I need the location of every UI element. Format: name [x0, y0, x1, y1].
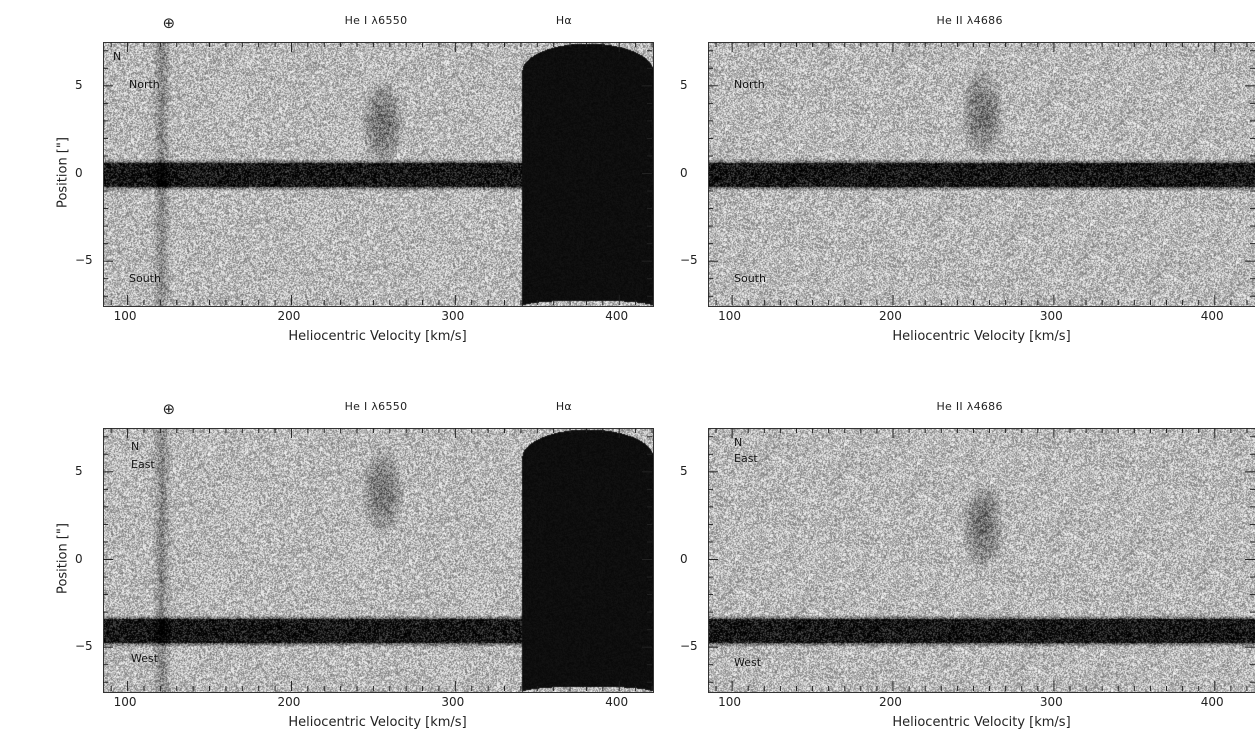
direction-annotation: North [734, 78, 765, 91]
x-tick-label: 400 [605, 695, 629, 709]
direction-annotation: N [113, 50, 122, 63]
spectrum-image [709, 429, 1255, 692]
axes-ticks [708, 428, 1255, 691]
x-tick-label: 300 [441, 695, 465, 709]
x-tick-label: 100 [718, 695, 742, 709]
y-tick-label: 5 [680, 77, 688, 92]
direction-annotation: East [734, 452, 758, 465]
x-axis-label: Heliocentric Velocity [km/s] [288, 715, 467, 730]
x-tick-label: 200 [879, 309, 902, 323]
plot-area [103, 42, 654, 307]
top-line-label: ⊕ [162, 14, 176, 32]
x-tick-label: 200 [277, 695, 301, 709]
x-tick-label: 100 [113, 309, 137, 323]
top-line-label: He II λ4686 [936, 14, 1003, 27]
y-tick-label: −5 [75, 639, 93, 654]
spectrum-image [104, 43, 653, 306]
top-line-label: He I λ6550 [344, 400, 408, 413]
spectrum-image [709, 43, 1255, 306]
top-line-label: He I λ6550 [344, 14, 408, 27]
axes-ticks [103, 42, 653, 305]
direction-annotation: North [129, 78, 160, 91]
x-tick-label: 400 [1200, 309, 1224, 323]
y-axis-label: Position ["] [55, 136, 71, 208]
y-axis-label: Position ["] [55, 522, 71, 594]
y-tick-label: 5 [75, 463, 83, 478]
direction-annotation: South [734, 272, 766, 285]
axes-ticks [103, 428, 653, 691]
x-tick-label: 200 [879, 695, 902, 709]
direction-annotation: West [131, 652, 159, 665]
x-tick-label: 400 [1200, 695, 1224, 709]
x-tick-label: 300 [441, 309, 465, 323]
spectrum-image [104, 429, 653, 692]
y-tick-label: 0 [680, 551, 688, 566]
direction-annotation: East [131, 458, 155, 471]
y-tick-label: 5 [680, 463, 688, 478]
y-tick-label: −5 [75, 253, 93, 268]
x-tick-label: 200 [277, 309, 301, 323]
y-tick-label: 0 [75, 551, 83, 566]
direction-annotation: South [129, 272, 161, 285]
x-axis-label: Heliocentric Velocity [km/s] [892, 329, 1071, 344]
y-tick-label: 5 [75, 77, 83, 92]
y-tick-label: 0 [75, 165, 83, 180]
x-tick-label: 100 [718, 309, 742, 323]
x-tick-label: 400 [605, 309, 629, 323]
x-axis-label: Heliocentric Velocity [km/s] [288, 329, 467, 344]
x-tick-label: 100 [113, 695, 137, 709]
y-tick-label: −5 [680, 253, 698, 268]
y-tick-label: −5 [680, 639, 698, 654]
top-line-label: He II λ4686 [936, 400, 1003, 413]
x-tick-label: 300 [1039, 309, 1063, 323]
plot-area [103, 428, 654, 693]
plot-area [708, 428, 1255, 693]
axes-ticks [708, 42, 1255, 305]
plot-area [708, 42, 1255, 307]
top-line-label: Hα [555, 400, 572, 413]
top-line-label: ⊕ [162, 400, 176, 418]
direction-annotation: N [131, 440, 140, 453]
top-line-label: Hα [555, 14, 572, 27]
x-axis-label: Heliocentric Velocity [km/s] [892, 715, 1071, 730]
direction-annotation: N [734, 436, 743, 449]
direction-annotation: West [734, 656, 762, 669]
y-tick-label: 0 [680, 165, 688, 180]
x-tick-label: 300 [1039, 695, 1063, 709]
